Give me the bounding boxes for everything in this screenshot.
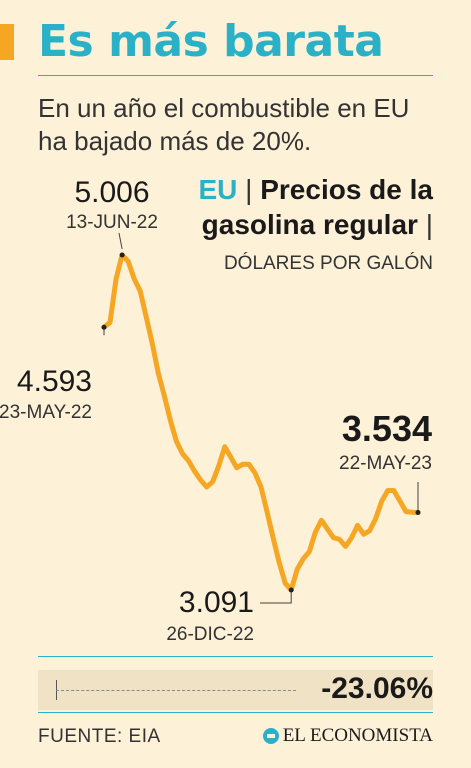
annotation-leader — [118, 232, 123, 250]
annotation-date-label: 26-DIC-22 — [166, 624, 254, 645]
title-divider — [38, 75, 433, 76]
series-line-eu — [101, 252, 421, 593]
annotation-point — [119, 252, 125, 258]
chart-units: DÓLARES POR GALÓN — [223, 253, 433, 274]
annotation-point — [101, 324, 107, 330]
annotation-leader — [260, 590, 292, 604]
annotation-point — [288, 587, 294, 593]
annotation-value-label: 5.006 — [74, 176, 149, 209]
chart-header-separator: | — [245, 174, 253, 205]
annotation-date-label: 22-MAY-23 — [339, 453, 432, 474]
price-line-chart: 4.593 23-MAY-22 5.006 13-JUN-22 3.091 26-DIC-… — [0, 176, 432, 645]
change-band-line — [56, 690, 296, 691]
annotation-point — [415, 510, 421, 516]
percent-change: -23.06% — [321, 672, 433, 705]
source-note: FUENTE: EIA — [38, 726, 161, 747]
subtitle: En un año el combustible en EU ha bajado… — [38, 93, 410, 156]
logo-text: EL ECONOMISTA — [282, 725, 433, 746]
chart-header: EU | Precios de la gasolina regular | DÓ… — [173, 172, 433, 281]
footer-divider — [38, 712, 433, 713]
logo-mark-icon — [262, 728, 279, 744]
publisher-logo: EL ECONOMISTA — [262, 725, 433, 747]
annotation-value-label: 4.593 — [17, 365, 92, 398]
title-accent-bar — [0, 24, 14, 60]
chart-country: EU — [198, 174, 238, 205]
page-title: Es más barata — [38, 16, 384, 67]
annotation-date-label: 13-JUN-22 — [66, 212, 158, 233]
annotation-value-label: 3.534 — [342, 408, 432, 449]
annotation-value-label: 3.091 — [179, 586, 254, 619]
chart-header-separator-2: | — [425, 209, 433, 240]
annotation-date-label: 23-MAY-22 — [0, 402, 92, 423]
chart-title: Precios de la gasolina regular — [201, 174, 433, 240]
bottom-divider — [38, 656, 433, 657]
